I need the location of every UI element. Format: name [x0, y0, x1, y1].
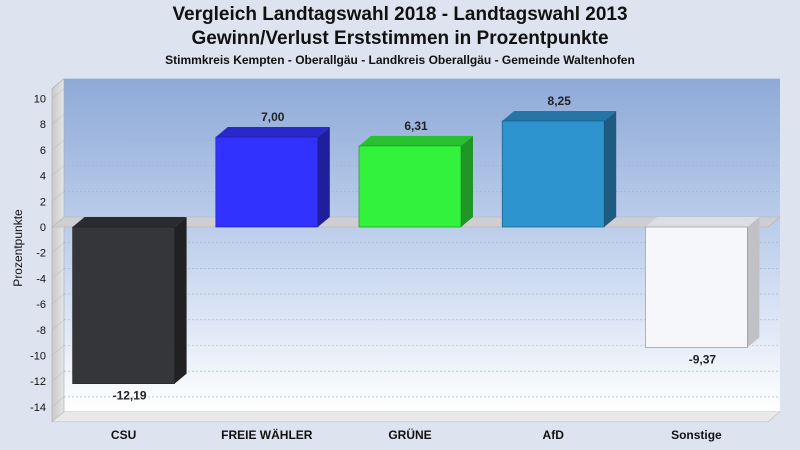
y-tick-label: -12	[30, 376, 46, 388]
bar-top	[72, 217, 187, 227]
y-tick-label: 4	[40, 171, 46, 183]
bar-side	[604, 110, 617, 227]
data-label: -9,37	[689, 352, 717, 366]
gridline-wall	[51, 242, 65, 253]
bar-front	[501, 120, 605, 228]
gridline-wall	[51, 139, 65, 151]
chart-subtitle-region: Stimmkreis Kempten - Oberallgäu - Landkr…	[165, 53, 635, 67]
bar-csu	[72, 217, 187, 384]
y-axis-label: Prozentpunkte	[11, 209, 25, 287]
bar-side	[174, 217, 187, 384]
data-label: 8,25	[548, 94, 572, 108]
x-tick-label: AfD	[543, 428, 565, 442]
chart-subtitle: Gewinn/Verlust Erststimmen in Prozentpun…	[191, 28, 609, 49]
bar-top	[502, 110, 617, 121]
bar-top	[645, 217, 760, 227]
y-tick-label: 2	[40, 196, 46, 208]
chart-title: Vergleich Landtagswahl 2018 - Landtagswa…	[172, 4, 628, 25]
data-label: -12,19	[113, 389, 147, 403]
x-tick-label: FREIE WÄHLER	[221, 427, 313, 442]
bar-afd	[501, 110, 617, 228]
data-label: 7,00	[261, 110, 285, 124]
x-tick-label: CSU	[111, 428, 136, 442]
data-label: 6,31	[404, 119, 428, 133]
bar-front	[215, 136, 319, 228]
bar-freie-wähler	[215, 127, 330, 228]
y-tick-label: -8	[36, 325, 46, 337]
bar-grüne	[358, 135, 473, 228]
bar-front	[645, 226, 748, 348]
y-tick-label: 6	[40, 145, 46, 157]
x-tick-label: GRÜNE	[388, 427, 431, 442]
gridline-wall	[51, 165, 65, 176]
bar-top	[359, 135, 473, 146]
y-tick-label: -6	[36, 299, 46, 311]
y-tick-label: -14	[30, 402, 46, 414]
gridline-wall	[51, 268, 65, 279]
gridline-wall	[51, 396, 65, 408]
gridline-wall	[51, 293, 65, 305]
bar-front	[72, 226, 175, 384]
bar-side	[461, 135, 473, 227]
bar-side	[317, 127, 330, 227]
bar-top	[215, 127, 330, 138]
y-tick-label: 8	[40, 119, 46, 131]
bar-sonstige	[645, 217, 760, 348]
bar-front	[358, 145, 462, 228]
gridline-wall	[51, 345, 65, 356]
y-tick-label: -10	[30, 351, 46, 363]
y-tick-label: -4	[36, 273, 46, 285]
gridline-wall	[51, 88, 65, 99]
gridline-wall	[51, 191, 65, 202]
y-tick-label: 0	[40, 222, 46, 234]
gridline-wall	[51, 371, 65, 382]
y-tick-label: -2	[36, 248, 46, 260]
gridline-wall	[51, 319, 65, 330]
bar-side	[747, 217, 760, 348]
x-tick-label: Sonstige	[671, 428, 722, 442]
plot-floor	[51, 411, 781, 423]
y-tick-label: 10	[34, 94, 46, 106]
gridline-wall	[51, 114, 65, 125]
plot-side-wall	[51, 78, 65, 423]
